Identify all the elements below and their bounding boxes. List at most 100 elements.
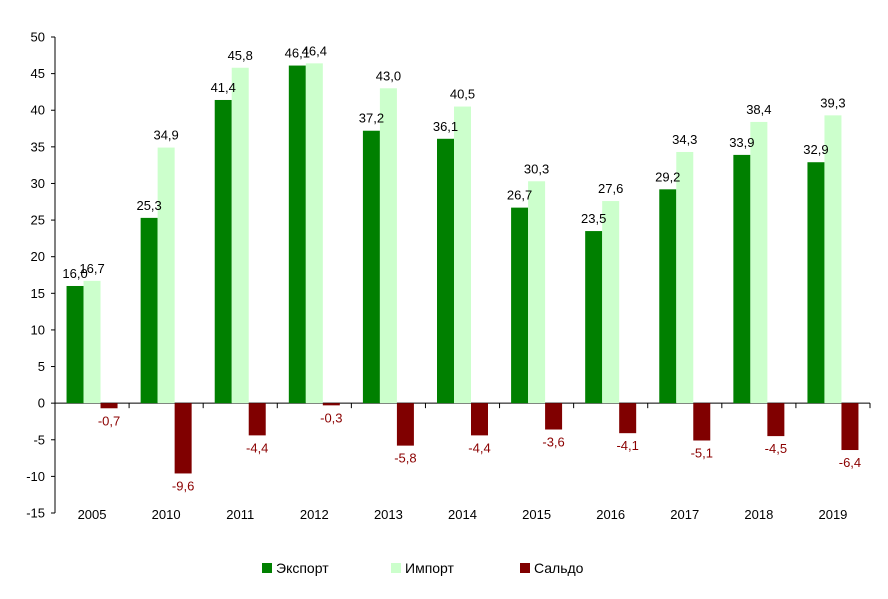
- data-label: 37,2: [359, 111, 384, 126]
- bar-Сальдо-2019: [841, 403, 859, 451]
- x-tick-label: 2015: [522, 507, 551, 522]
- x-tick-label: 2005: [78, 507, 107, 522]
- data-label: -3,6: [542, 435, 564, 450]
- y-tick-label: 15: [31, 286, 45, 301]
- bar-Экспорт-2018: [733, 154, 751, 404]
- data-label: -9,6: [172, 478, 194, 493]
- data-label: -4,1: [616, 438, 638, 453]
- x-tick-label: 2013: [374, 507, 403, 522]
- data-label: -4,5: [765, 441, 787, 456]
- bar-Сальдо-2016: [619, 403, 637, 434]
- data-label: 38,4: [746, 102, 771, 117]
- data-label: -4,4: [468, 440, 490, 455]
- bar-Экспорт-2005: [66, 285, 84, 404]
- data-label: 23,5: [581, 211, 606, 226]
- data-label: -4,4: [246, 440, 268, 455]
- axes: -15 -10 -5 0 5 10 15 20 25 30 35 40 45 50 2005 2010 2011…: [26, 30, 871, 522]
- data-label: 40,5: [450, 87, 475, 102]
- bar-Сальдо-2014: [471, 403, 488, 436]
- data-label: -0,3: [320, 410, 342, 425]
- bar-Сальдо-2017: [693, 403, 711, 441]
- bar-Сальдо-2011: [248, 403, 266, 436]
- y-tick-label: 50: [31, 30, 45, 45]
- bar-Сальдо-2012: [322, 403, 340, 406]
- data-label: -5,1: [691, 446, 713, 461]
- bar-Сальдо-2015: [545, 403, 563, 430]
- bar-Экспорт-2019: [807, 162, 825, 404]
- y-tick-label: 45: [31, 66, 45, 81]
- data-label: 27,6: [598, 181, 623, 196]
- legend-label: Импорт: [405, 560, 455, 576]
- bars: [66, 63, 859, 474]
- y-tick-label: -15: [26, 506, 45, 521]
- legend: Экспорт Импорт Сальдо: [262, 560, 584, 576]
- y-tick-label: 30: [31, 176, 45, 191]
- x-tick-label: 2017: [670, 507, 699, 522]
- legend-swatch-Сальдо: [520, 563, 530, 573]
- bar-Экспорт-2012: [288, 65, 306, 404]
- bar-Импорт-2016: [602, 201, 620, 404]
- data-label: 41,4: [211, 80, 236, 95]
- data-label: -0,7: [98, 413, 120, 428]
- bar-Импорт-2017: [676, 151, 694, 404]
- y-tick-label: -10: [26, 469, 45, 484]
- bar-Импорт-2012: [305, 63, 323, 404]
- legend-label: Сальдо: [534, 560, 584, 576]
- x-tick-label: 2011: [226, 507, 254, 522]
- bar-Экспорт-2011: [214, 99, 232, 404]
- data-label: -5,8: [394, 451, 416, 466]
- y-tick-label: 20: [31, 249, 45, 264]
- x-tick-label: 2014: [448, 507, 477, 522]
- data-label: 39,3: [820, 95, 845, 110]
- data-label: 46,4: [302, 43, 327, 58]
- y-tick-label: 0: [38, 396, 45, 411]
- data-label: 30,3: [524, 161, 549, 176]
- bar-Импорт-2013: [379, 88, 397, 404]
- data-label: 33,9: [729, 135, 754, 150]
- x-tick-label: 2019: [818, 507, 847, 522]
- x-tick-label: 2016: [596, 507, 625, 522]
- y-tick-label: 40: [31, 103, 45, 118]
- data-label: 34,9: [153, 128, 178, 143]
- y-tick-label: 10: [31, 322, 45, 337]
- bar-Импорт-2019: [824, 115, 842, 404]
- legend-swatch-Экспорт: [262, 563, 272, 573]
- bar-Экспорт-2015: [511, 207, 529, 404]
- legend-swatch-Импорт: [391, 563, 401, 573]
- data-label: 45,8: [228, 48, 253, 63]
- data-label: 46,1: [285, 46, 310, 61]
- y-tick-label: 35: [31, 139, 45, 154]
- data-label: 32,9: [803, 142, 828, 157]
- bar-Импорт-2015: [528, 181, 546, 404]
- x-tick-label: 2012: [300, 507, 329, 522]
- data-labels: 16,016,7 -0,7 25,3 34,9 -9,6 41,4 45,8 -4,4 46,1…: [62, 43, 861, 493]
- y-tick-label: 5: [38, 359, 45, 374]
- bar-Сальдо-2005: [100, 403, 118, 409]
- data-label: 34,3: [672, 132, 697, 147]
- data-label: 36,1: [433, 119, 458, 134]
- x-tick-label: 2018: [744, 507, 773, 522]
- bar-Сальдо-2010: [174, 403, 192, 474]
- bar-Сальдо-2018: [767, 403, 785, 437]
- bar-Импорт-2011: [231, 67, 249, 404]
- bar-Экспорт-2014: [437, 138, 454, 404]
- bar-Импорт-2005: [83, 280, 101, 404]
- data-label: 43,0: [376, 68, 401, 83]
- bar-Экспорт-2016: [585, 231, 603, 404]
- x-tick-label: 2010: [152, 507, 181, 522]
- data-label: 29,2: [655, 169, 680, 184]
- bar-Экспорт-2017: [659, 189, 677, 404]
- bar-Импорт-2010: [157, 147, 175, 404]
- bar-Экспорт-2010: [140, 217, 158, 404]
- bar-Экспорт-2013: [362, 130, 380, 404]
- data-label: 26,7: [507, 188, 532, 203]
- y-tick-label: 25: [31, 213, 45, 228]
- data-label: 16,7: [79, 261, 104, 276]
- legend-label: Экспорт: [276, 560, 329, 576]
- data-label: -6,4: [839, 455, 861, 470]
- bar-Импорт-2014: [454, 106, 471, 404]
- bar-Импорт-2018: [750, 121, 768, 404]
- data-label: 25,3: [136, 198, 161, 213]
- y-tick-label: -5: [33, 432, 45, 447]
